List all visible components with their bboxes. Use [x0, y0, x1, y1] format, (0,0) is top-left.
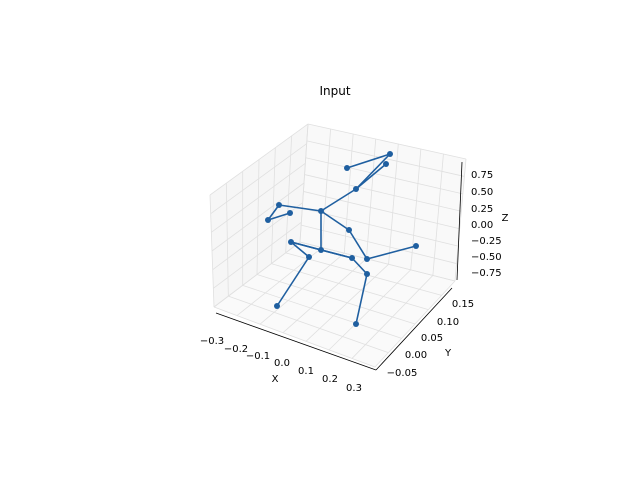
x-tick-label: −0.1: [246, 351, 270, 362]
z-tick-label: 0.00: [471, 220, 493, 231]
left-grid-line: [225, 183, 229, 297]
joint-relbow: [364, 256, 370, 262]
x-tick-label: −0.3: [200, 336, 224, 347]
x-tick-label: 0.3: [346, 383, 362, 394]
z-tick-label: −0.75: [471, 268, 502, 279]
grid-lines: [209, 123, 467, 368]
joint-lfoot: [274, 303, 280, 309]
x-axis-label: X: [272, 374, 279, 385]
back-grid-line: [301, 224, 457, 264]
x-tick-label: 0.1: [298, 366, 314, 377]
left-grid-line: [209, 194, 215, 308]
joint-rhand: [413, 243, 419, 249]
bone-rhip-rknee: [351, 257, 368, 275]
back-pane: [300, 124, 466, 281]
y-tick-label: 0.10: [437, 317, 459, 328]
joint-lhand: [287, 210, 293, 216]
back-grid-line: [454, 158, 467, 282]
back-grid-line: [299, 123, 309, 243]
x-tick-labels: −0.3 −0.2 −0.1 0.0 0.1 0.2 0.3: [200, 336, 362, 394]
floor-grid-line: [285, 252, 442, 296]
left-grid-line: [285, 135, 293, 253]
z-tick-label: −0.25: [471, 236, 502, 247]
bone-lelbow-lhand: [267, 212, 291, 221]
back-grid-line: [307, 123, 467, 160]
x-tick-label: 0.0: [274, 358, 290, 369]
y-tick-label: 0.15: [452, 299, 474, 310]
y-axis-label: Y: [444, 348, 452, 359]
joint-head3: [344, 165, 350, 171]
z-tick-labels: −0.75 −0.50 −0.25 0.00 0.25 0.50 0.75: [471, 170, 502, 279]
z-axis-label: Z: [502, 213, 509, 224]
back-grid-line: [410, 148, 422, 270]
floor-grid-line: [228, 295, 389, 354]
back-grid-line: [305, 157, 463, 195]
back-grid-line: [303, 191, 460, 230]
back-grid-line: [302, 207, 459, 247]
joint-head2: [387, 151, 393, 157]
floor-grid-line: [271, 263, 429, 311]
x-axis-line: [215, 312, 377, 371]
bone-neck-head2: [355, 153, 391, 190]
back-grid-line: [388, 143, 399, 265]
bone-lknee-lfoot: [276, 256, 310, 307]
joint-rfoot: [353, 321, 359, 327]
joint-rknee: [364, 271, 370, 277]
joint-rshoulder: [346, 227, 352, 233]
bone-head2-head3: [346, 153, 391, 169]
joint-neck: [353, 186, 359, 192]
floor-grid-line: [242, 284, 402, 339]
left-pane: [210, 124, 308, 307]
y-axis-line: [375, 287, 453, 371]
z-axis-line: [456, 161, 463, 281]
joint-lshoulder: [276, 202, 282, 208]
joint-spine: [318, 208, 324, 214]
z-tick-label: 0.25: [471, 204, 493, 215]
y-tick-label: −0.05: [387, 368, 418, 379]
y-tick-label: 0.05: [421, 333, 443, 344]
axes-panes: [210, 124, 466, 367]
skeleton: [265, 151, 419, 327]
x-tick-label: 0.2: [322, 374, 338, 385]
y-tick-label: 0.00: [405, 350, 427, 361]
bone-lshoulder-lelbow: [267, 204, 280, 221]
bone-spine-neck: [320, 188, 357, 212]
bone-rknee-rfoot: [355, 273, 368, 325]
x-tick-label: −0.2: [224, 344, 248, 355]
back-grid-line: [304, 174, 462, 212]
bone-lhip-lknee: [290, 241, 310, 258]
joint-hip: [318, 247, 324, 253]
joint-rhip: [349, 255, 355, 261]
floor-grid-line: [256, 274, 416, 325]
y-tick-labels: −0.05 0.00 0.05 0.10 0.15: [387, 299, 474, 379]
back-grid-line: [432, 153, 444, 276]
back-grid-line: [299, 241, 456, 282]
floor-grid-line: [213, 306, 376, 368]
z-tick-label: 0.75: [471, 170, 493, 181]
chart-title: Input: [319, 84, 350, 98]
bone-spine-lshoulder: [278, 204, 322, 212]
joint-lhip: [288, 239, 294, 245]
z-tick-label: 0.50: [471, 187, 493, 198]
back-grid-line: [321, 128, 331, 248]
bone-spine-rshoulder: [320, 210, 350, 231]
joint-head1: [383, 161, 389, 167]
bone-relbow-rhand: [366, 245, 417, 260]
left-grid-line: [256, 159, 260, 275]
left-grid-line: [270, 147, 276, 264]
bone-rshoulder-relbow: [348, 229, 368, 260]
joint-lknee: [306, 254, 312, 260]
joint-lelbow: [265, 217, 271, 223]
z-tick-label: −0.50: [471, 252, 502, 263]
